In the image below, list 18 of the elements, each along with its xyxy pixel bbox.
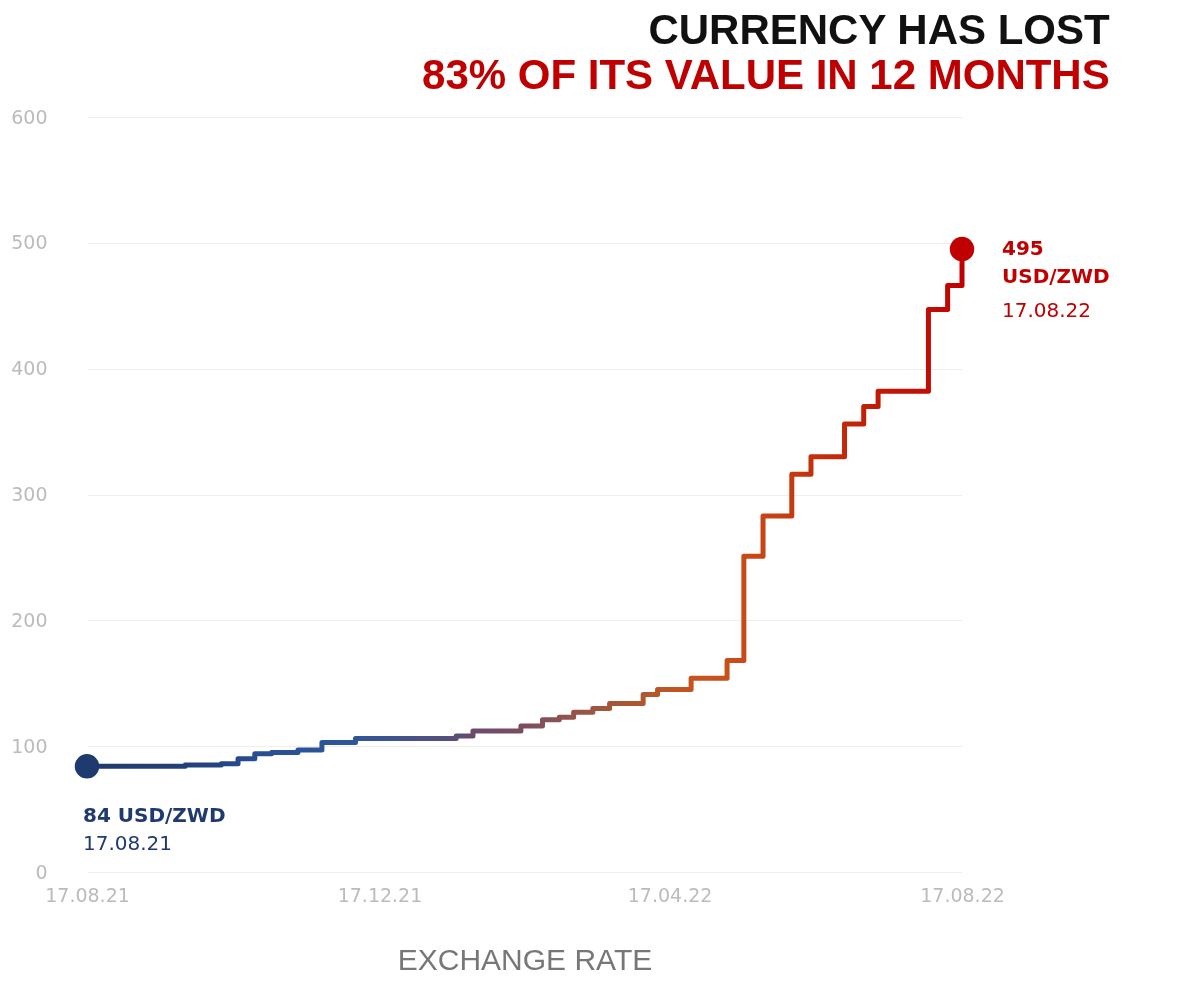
text: 17.08.22: [1002, 298, 1092, 323]
y-tick-label: 100: [11, 734, 48, 757]
y-tick-label: 500: [11, 231, 48, 254]
x-tick-label: 17.04.22: [627, 883, 713, 906]
y-tick-label: 600: [11, 105, 48, 128]
x-axis-title: EXCHANGE RATE: [397, 942, 653, 976]
chart-subtitle: 83% OF ITS VALUE IN 12 MONTHS: [422, 51, 1110, 98]
annotation: 84 USD/ZWD: [83, 803, 226, 828]
annotation: 495 USD/ZWD: [1002, 236, 1110, 289]
y-tick-label: 0: [35, 860, 48, 883]
x-tick-label: 17.08.22: [920, 883, 1005, 906]
x-tick-label: 17.08.21: [45, 883, 130, 906]
chart-title: CURRENCY HAS LOST: [648, 6, 1111, 53]
x-tick-label: 17.12.21: [337, 883, 423, 906]
annotation: 17.08.21: [83, 831, 173, 856]
y-tick-label: 300: [11, 483, 48, 505]
y-tick-label: 200: [11, 608, 48, 631]
y-tick-label: 400: [11, 357, 48, 380]
